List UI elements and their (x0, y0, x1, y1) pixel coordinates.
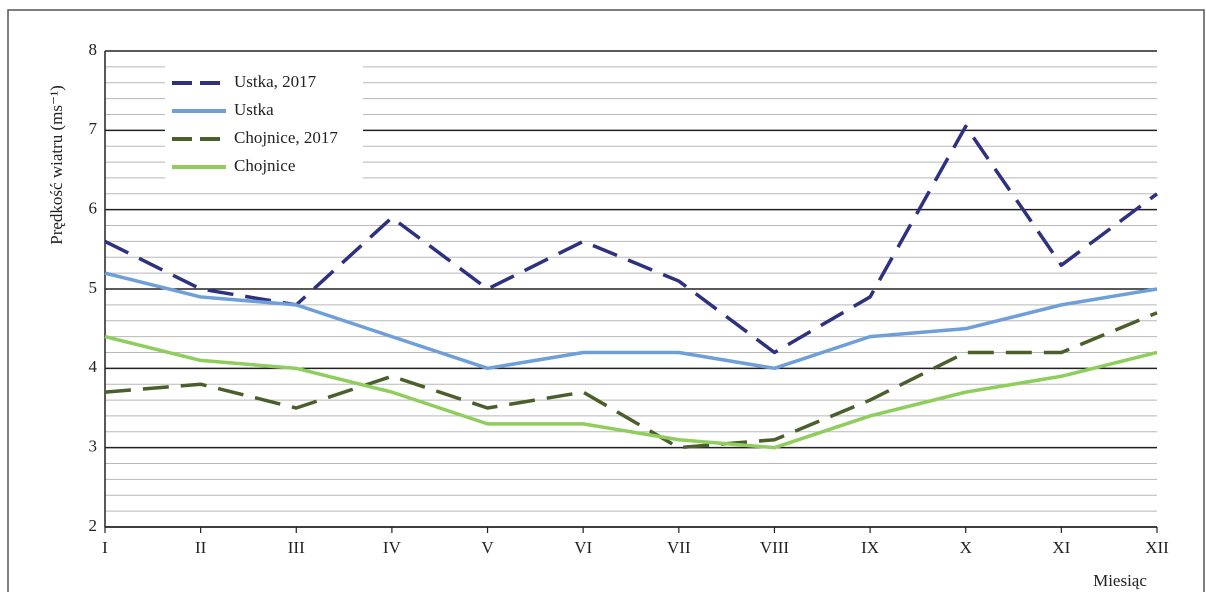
x-tick-label: IX (861, 538, 879, 557)
x-tick-label: VI (574, 538, 592, 557)
x-tick-label: X (960, 538, 972, 557)
x-tick-label: II (195, 538, 207, 557)
x-tick-label: VIII (760, 538, 790, 557)
series-line (104, 311, 1158, 450)
y-tick-label: 5 (89, 278, 98, 297)
y-tick-label: 2 (89, 516, 98, 535)
legend-label: Ustka, 2017 (234, 72, 317, 91)
series-line (104, 271, 1158, 371)
y-tick-label: 6 (89, 199, 98, 218)
legend: Ustka, 2017 Ustka Chojnice, 2017 Chojnice (165, 66, 363, 186)
x-tick-label: III (288, 538, 305, 557)
y-axis-label: Prędkość wiatru (ms⁻¹) (47, 85, 66, 244)
plot (104, 124, 1159, 450)
y-tick-label: 3 (89, 437, 98, 456)
y-tick-label: 4 (89, 357, 98, 376)
x-tick-label: XI (1052, 538, 1070, 557)
y-tick-label: 8 (89, 40, 98, 59)
series-line (104, 334, 1158, 450)
x-tick-label: V (481, 538, 494, 557)
series-line (104, 124, 1159, 355)
legend-label: Chojnice (234, 156, 295, 175)
legend-label: Chojnice, 2017 (234, 128, 338, 147)
x-tick-label: I (102, 538, 108, 557)
x-tick-label: IV (383, 538, 402, 557)
frame (7, 9, 1205, 592)
legend-label: Ustka (234, 100, 274, 119)
x-tick-label: XII (1145, 538, 1169, 557)
x-axis-label: Miesiąc (1093, 571, 1147, 590)
x-tick-label: VII (667, 538, 691, 557)
y-tick-label: 7 (89, 119, 98, 138)
